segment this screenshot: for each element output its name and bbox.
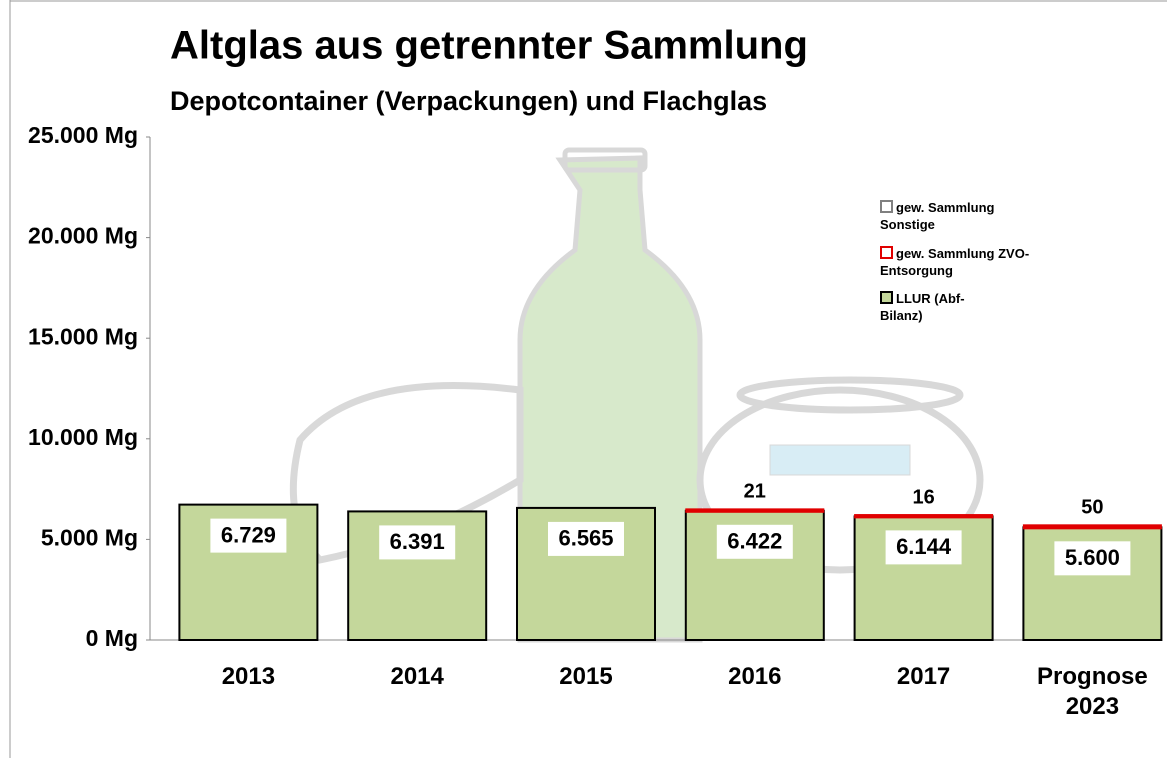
x-tick-label: 2017 xyxy=(896,663,951,690)
value-label: 5.600 xyxy=(1065,545,1120,570)
x-tick-label: 2014 xyxy=(390,663,444,690)
value-label-box xyxy=(885,530,962,565)
chart-subtitle: Depotcontainer (Verpackungen) und Flachg… xyxy=(170,86,767,116)
x-tick-label: 2015 xyxy=(559,663,613,690)
bar-segment xyxy=(1022,524,1162,530)
x-tick-label: Prognose 2023 xyxy=(1037,663,1148,720)
y-tick-label: 15.000 Mg xyxy=(28,323,138,349)
value-label-box xyxy=(716,524,793,559)
legend-label: gew. Sammlung ZVO-Entsorgung xyxy=(880,246,1030,278)
value-label: 50 xyxy=(1081,497,1103,519)
value-label-box xyxy=(379,525,456,560)
value-label-box xyxy=(1054,541,1131,576)
legend-swatch xyxy=(880,246,893,259)
legend-swatch xyxy=(880,200,893,213)
x-tick-label: 2013 xyxy=(221,663,276,690)
y-tick-label: 0 Mg xyxy=(86,625,138,651)
value-label: 6.391 xyxy=(390,529,445,554)
value-label-box xyxy=(548,521,624,556)
legend-label: gew. Sammlung Sonstige xyxy=(880,200,995,232)
value-label: 16 xyxy=(912,486,934,508)
value-label-box xyxy=(210,518,287,553)
value-label: 6.144 xyxy=(896,534,952,559)
value-label: 21 xyxy=(744,481,766,503)
bar-segment xyxy=(854,514,994,519)
legend-swatch xyxy=(880,291,893,304)
y-tick-label: 5.000 Mg xyxy=(41,524,138,550)
y-tick-label: 25.000 Mg xyxy=(28,122,138,148)
legend-entry: LLUR (Abf-Bilanz) xyxy=(880,290,990,324)
x-tick-label: 2016 xyxy=(728,663,782,690)
bar-segment xyxy=(685,508,825,513)
y-tick-label: 20.000 Mg xyxy=(28,223,138,249)
y-tick-label: 10.000 Mg xyxy=(28,424,138,450)
value-label: 6.422 xyxy=(727,529,782,554)
legend-entry: gew. Sammlung ZVO-Entsorgung xyxy=(880,245,1030,279)
value-label: 6.565 xyxy=(558,526,613,551)
chart-title: Altglas aus getrennter Sammlung xyxy=(170,24,808,68)
legend-label: LLUR (Abf-Bilanz) xyxy=(880,291,965,323)
value-label: 6.729 xyxy=(221,522,276,547)
legend-entry: gew. Sammlung Sonstige xyxy=(880,199,1030,233)
